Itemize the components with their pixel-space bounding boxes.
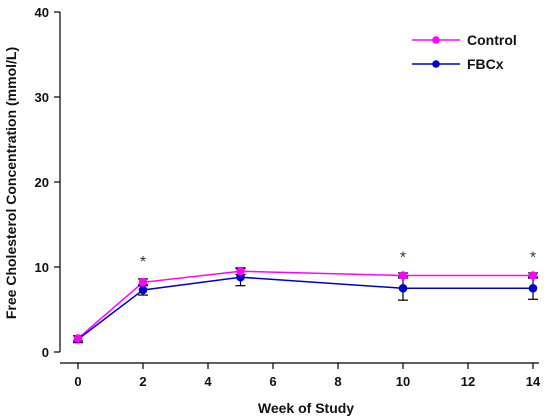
data-point [73, 334, 83, 343]
y-tick-label: 40 [35, 5, 49, 20]
data-point [398, 271, 408, 280]
data-point [236, 266, 245, 276]
x-tick-label: 2 [139, 374, 146, 389]
x-tick-label: 12 [461, 374, 475, 389]
axes: 0 10 20 30 40 0 2 4 6 8 10 12 14 [35, 5, 541, 389]
y-tick-label: 30 [35, 90, 49, 105]
data-point [138, 285, 148, 295]
series-layer [73, 266, 538, 344]
significance-marker: * [400, 250, 406, 267]
x-tick-label: 14 [526, 374, 541, 389]
y-tick-label: 10 [35, 260, 49, 275]
series-fbcx [73, 268, 538, 344]
x-tick-label: 10 [396, 374, 410, 389]
legend-marker [432, 36, 440, 44]
data-point [528, 283, 538, 293]
y-tick-label: 0 [42, 345, 49, 360]
data-point [138, 278, 148, 287]
series-control [73, 266, 538, 343]
legend-label: FBCx [467, 56, 504, 72]
legend-item: Control [412, 32, 517, 48]
data-point [398, 283, 408, 293]
x-tick-label: 6 [269, 374, 276, 389]
x-tick-label: 8 [334, 374, 341, 389]
legend-item: FBCx [412, 56, 504, 72]
legend-label: Control [467, 32, 517, 48]
x-axis-title: Week of Study [258, 400, 354, 416]
data-point [528, 271, 538, 280]
x-tick-label: 0 [74, 374, 81, 389]
y-axis-title: Free Cholesterol Concentration (mmol/L) [3, 47, 19, 319]
significance-marker: * [140, 254, 146, 271]
legend-marker [432, 60, 440, 68]
x-tick-label: 4 [204, 374, 212, 389]
legend: Control FBCx [412, 32, 517, 72]
significance-marker: * [530, 250, 536, 267]
annotations-layer: * * * [140, 250, 536, 271]
y-tick-label: 20 [35, 175, 49, 190]
series-line [77, 276, 533, 340]
